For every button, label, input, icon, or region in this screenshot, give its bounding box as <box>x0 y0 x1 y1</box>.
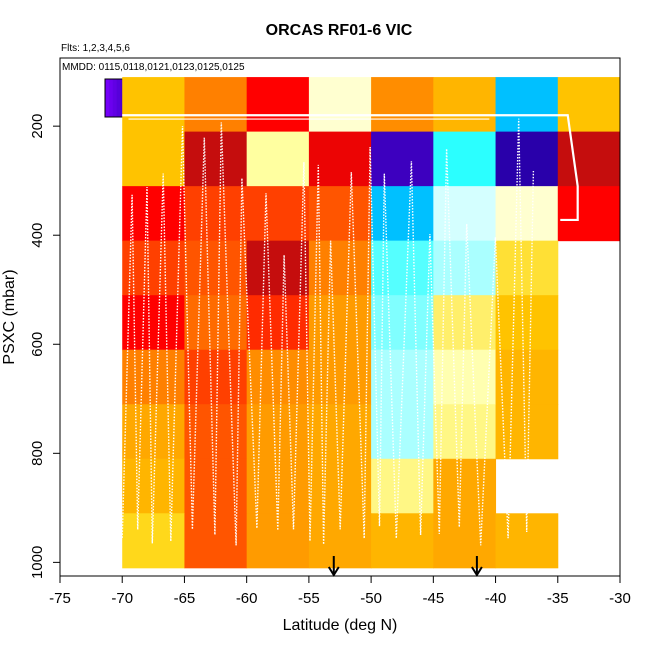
x-tick-label: -35 <box>547 590 569 607</box>
y-tick-label: 400 <box>29 223 46 248</box>
heatmap-cell <box>371 77 434 133</box>
x-tick-label: -70 <box>111 590 133 607</box>
heatmap-cell <box>495 186 559 242</box>
chart-subtitle-dates: MMDD: 0115,0118,0121,0123,0125,0125 <box>62 62 245 73</box>
plot-frame <box>59 57 621 577</box>
heatmap-cell <box>184 186 248 242</box>
heatmap-cell <box>184 131 248 187</box>
heatmap-cell <box>184 77 248 133</box>
heatmap-cell <box>184 240 248 296</box>
heatmap-cell <box>246 77 310 133</box>
heatmap-cell <box>433 458 497 514</box>
heatmap-cell <box>433 77 497 133</box>
heatmap-cell <box>495 404 559 460</box>
flight-track-cruise <box>122 114 579 222</box>
y-tick-label: 1000 <box>29 546 46 579</box>
heatmap-cell <box>371 186 434 242</box>
x-tick-label: -75 <box>49 590 71 607</box>
heatmap-cell <box>495 131 559 187</box>
heatmap-cell <box>122 240 185 296</box>
heatmap-cell <box>184 295 248 351</box>
x-tick-label: -30 <box>609 590 631 607</box>
heatmap-cell <box>122 404 185 460</box>
heatmap-cell <box>433 131 497 187</box>
heatmap-cell <box>557 131 621 187</box>
heatmap-cell <box>308 349 372 405</box>
heatmap-cell <box>122 295 185 351</box>
heatmap-cell <box>495 513 559 569</box>
heatmap-cell <box>371 458 434 514</box>
heatmap-cell <box>495 295 559 351</box>
colorbar-segment <box>116 79 122 117</box>
x-tick-label: -55 <box>298 590 320 607</box>
heatmap-cell <box>246 240 310 296</box>
heatmap-cell <box>308 295 372 351</box>
heatmap-cell <box>433 240 497 296</box>
colorbar-segment <box>112 79 118 117</box>
colorbar-segment <box>108 79 114 117</box>
y-tick-label: 600 <box>29 332 46 357</box>
x-axis-label: Latitude (deg N) <box>283 617 398 634</box>
heatmap-cell <box>557 186 621 242</box>
x-tick-label: -50 <box>360 590 382 607</box>
heatmap-cell <box>308 513 372 569</box>
arrow-marker-head <box>471 566 483 577</box>
x-tick-label: -45 <box>422 590 444 607</box>
heatmap-cell <box>308 240 372 296</box>
heatmap-cell <box>184 349 248 405</box>
heatmap-cell <box>308 404 372 460</box>
arrow-marker-head <box>327 566 340 577</box>
heatmap-cell <box>371 240 434 296</box>
heatmap-cell <box>308 77 372 133</box>
heatmap-cell <box>122 131 185 187</box>
heatmap-cell <box>495 240 559 296</box>
heatmap-cell <box>371 131 434 187</box>
heatmap-cell <box>246 186 310 242</box>
x-tick-label: -60 <box>236 590 258 607</box>
heatmap-cell <box>495 77 559 133</box>
x-tick-label: -65 <box>174 590 196 607</box>
y-tick-label: 800 <box>29 441 46 466</box>
heatmap-cell <box>371 295 434 351</box>
heatmap-cell <box>433 349 497 405</box>
heatmap-cell <box>433 186 497 242</box>
heatmap-cell <box>122 77 185 133</box>
heatmap-cell <box>495 349 559 405</box>
heatmap-cell <box>371 513 434 569</box>
heatmap-cell <box>246 131 310 187</box>
y-tick-label: 200 <box>29 114 46 139</box>
heatmap-cell <box>433 513 497 569</box>
heatmap-cell <box>246 349 310 405</box>
heatmap-cell <box>246 295 310 351</box>
heatmap-cell <box>246 404 310 460</box>
y-axis: 200 400 600 800 1000 <box>29 114 60 579</box>
chart-title: ORCAS RF01-6 VIC <box>266 22 413 39</box>
heatmap-cells <box>122 77 621 569</box>
heatmap-cell <box>557 77 621 133</box>
arrow-markers <box>327 556 483 577</box>
heatmap-cell <box>122 513 185 569</box>
colorbar-segment <box>105 79 110 117</box>
chart-subtitle-flights: Flts: 1,2,3,4,5,6 <box>61 43 130 54</box>
y-axis-label: PSXC (mbar) <box>1 269 18 364</box>
x-axis: -75 -70 -65 -60 -55 -50 -45 -40 -35 -30 <box>49 576 631 607</box>
heatmap-cell <box>308 131 372 187</box>
x-tick-label: -40 <box>485 590 507 607</box>
flight-tracks <box>121 114 579 546</box>
